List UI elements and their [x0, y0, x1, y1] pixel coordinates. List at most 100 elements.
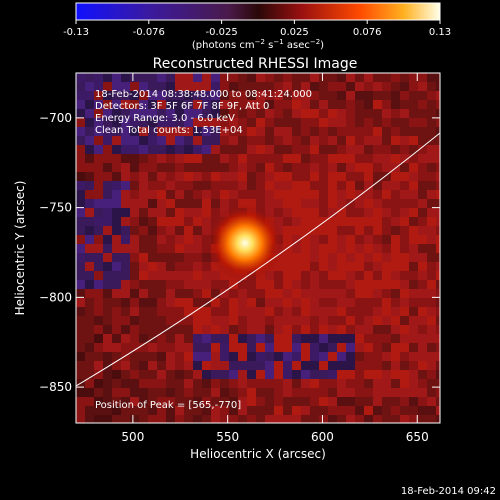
image-pixel [265, 298, 274, 307]
image-pixel [310, 199, 319, 208]
image-pixel [382, 73, 391, 82]
image-pixel [409, 109, 418, 118]
image-pixel [283, 325, 292, 334]
image-pixel [103, 343, 112, 352]
image-pixel [184, 334, 193, 343]
image-pixel [364, 262, 373, 271]
image-pixel [76, 316, 85, 325]
image-pixel [418, 145, 427, 154]
image-pixel [94, 388, 103, 397]
image-pixel [112, 208, 121, 217]
image-pixel [238, 190, 247, 199]
image-pixel [391, 280, 400, 289]
image-pixel [373, 190, 382, 199]
image-pixel [409, 127, 418, 136]
image-pixel [85, 343, 94, 352]
image-pixel [418, 370, 427, 379]
image-pixel [283, 280, 292, 289]
image-pixel [283, 145, 292, 154]
image-pixel [229, 334, 238, 343]
image-pixel [337, 208, 346, 217]
image-pixel [409, 145, 418, 154]
image-pixel [310, 325, 319, 334]
image-pixel [148, 253, 157, 262]
image-pixel [436, 109, 440, 118]
image-pixel [265, 361, 274, 370]
image-pixel [436, 91, 440, 100]
image-pixel [319, 415, 328, 423]
image-pixel [139, 226, 148, 235]
image-pixel [310, 118, 319, 127]
image-pixel [292, 352, 301, 361]
image-pixel [193, 325, 202, 334]
image-pixel [148, 208, 157, 217]
image-pixel [328, 262, 337, 271]
image-pixel [382, 217, 391, 226]
image-pixel [175, 82, 184, 91]
image-pixel [175, 217, 184, 226]
image-pixel [319, 136, 328, 145]
image-pixel [166, 100, 175, 109]
image-pixel [229, 172, 238, 181]
solar-limb-line [76, 132, 440, 387]
image-pixel [427, 253, 436, 262]
image-pixel [274, 370, 283, 379]
image-pixel [301, 379, 310, 388]
image-pixel [337, 379, 346, 388]
image-pixel [166, 361, 175, 370]
image-pixel [193, 298, 202, 307]
image-pixel [310, 397, 319, 406]
image-pixel [256, 145, 265, 154]
image-pixel [355, 316, 364, 325]
image-pixel [283, 415, 292, 423]
image-pixel [382, 163, 391, 172]
image-pixel [139, 415, 148, 423]
image-pixel [391, 163, 400, 172]
image-pixel [247, 100, 256, 109]
image-pixel [328, 154, 337, 163]
image-pixel [94, 280, 103, 289]
image-pixel [328, 244, 337, 253]
image-pixel [418, 199, 427, 208]
image-pixel [76, 289, 85, 298]
image-pixel [427, 145, 436, 154]
image-pixel [346, 91, 355, 100]
image-pixel [427, 190, 436, 199]
image-pixel [211, 370, 220, 379]
image-pixel [220, 190, 229, 199]
image-pixel [337, 298, 346, 307]
image-pixel [310, 208, 319, 217]
image-pixel [337, 154, 346, 163]
image-pixel [85, 397, 94, 406]
image-pixel [130, 370, 139, 379]
image-pixel [148, 163, 157, 172]
image-pixel [85, 235, 94, 244]
image-pixel [103, 127, 112, 136]
image-pixel [373, 91, 382, 100]
image-pixel [418, 316, 427, 325]
image-pixel [184, 379, 193, 388]
image-pixel [436, 244, 440, 253]
image-pixel [85, 298, 94, 307]
image-pixel [319, 388, 328, 397]
image-pixel [229, 118, 238, 127]
image-pixel [328, 352, 337, 361]
image-pixel [418, 127, 427, 136]
image-pixel [247, 298, 256, 307]
image-pixel [256, 181, 265, 190]
image-pixel [301, 172, 310, 181]
image-pixel [202, 370, 211, 379]
image-pixel [400, 91, 409, 100]
image-pixel [373, 262, 382, 271]
image-pixel [220, 82, 229, 91]
image-pixel [202, 316, 211, 325]
image-pixel [364, 208, 373, 217]
image-pixel [301, 118, 310, 127]
image-pixel [373, 316, 382, 325]
x-tick-label: 600 [311, 430, 334, 444]
image-pixel [103, 289, 112, 298]
image-pixel [148, 406, 157, 415]
image-pixel [418, 289, 427, 298]
image-pixel [319, 253, 328, 262]
image-pixel [364, 289, 373, 298]
